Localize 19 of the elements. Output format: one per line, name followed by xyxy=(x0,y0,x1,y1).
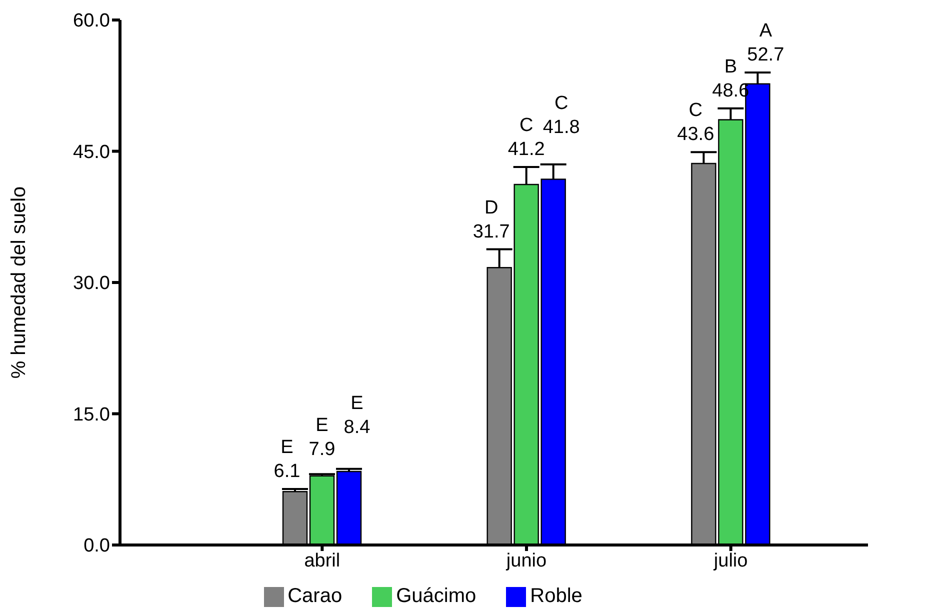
y-axis-title: % humedad del suelo xyxy=(8,186,30,379)
data-label: E 8.4 xyxy=(344,393,371,438)
data-label: C 41.8 xyxy=(542,93,580,138)
y-tick-label: 45.0 xyxy=(73,142,110,163)
x-tick-label: julio xyxy=(712,550,748,572)
legend-label: Guácimo xyxy=(396,585,476,607)
data-label: E 6.1 xyxy=(274,437,300,482)
legend-label: Carao xyxy=(288,585,342,607)
y-tick-label: 30.0 xyxy=(73,273,110,294)
x-tick-label: junio xyxy=(505,550,547,572)
y-tick-label: 15.0 xyxy=(73,404,110,426)
y-tick-label: 60.0 xyxy=(73,10,110,32)
data-label: D 31.7 xyxy=(472,197,510,242)
data-label: A 52.7 xyxy=(747,20,784,66)
legend-label: Roble xyxy=(530,585,582,607)
data-label: E 7.9 xyxy=(308,415,336,460)
data-label: C 43.6 xyxy=(677,100,714,146)
x-tick-label: abril xyxy=(304,550,340,572)
y-tick-label: 0.0 xyxy=(84,536,110,557)
